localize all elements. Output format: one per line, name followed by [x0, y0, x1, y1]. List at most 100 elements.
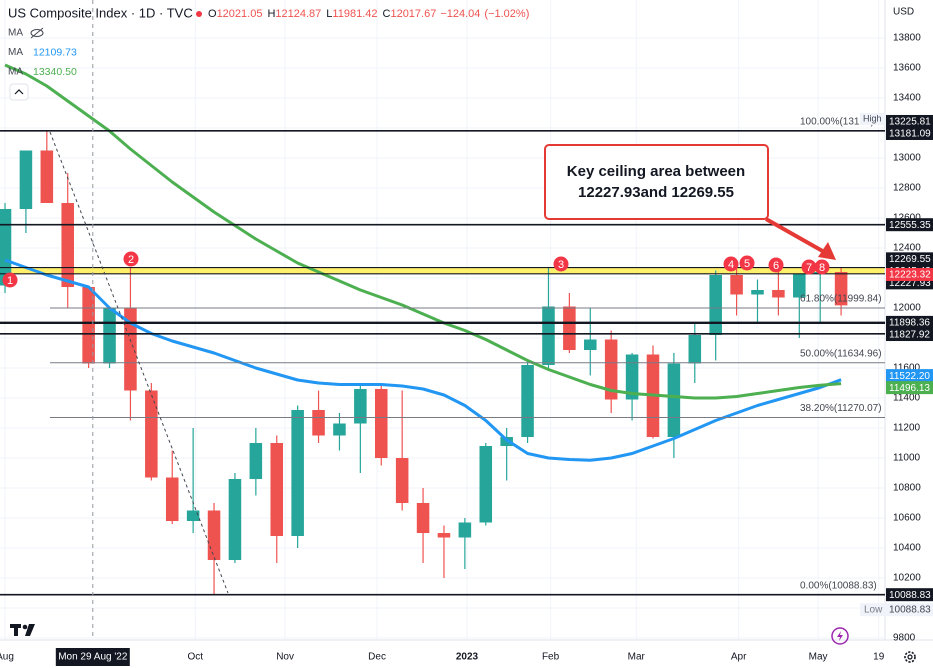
ohlc-value: 12021.05 — [217, 8, 263, 20]
ma-name: MA — [8, 28, 23, 39]
ceiling-band — [0, 267, 885, 274]
settings-icon[interactable] — [904, 651, 916, 663]
moving-average-line — [4, 258, 842, 462]
tv-logo — [10, 624, 35, 636]
candle-body — [437, 533, 451, 538]
marker-circle — [123, 251, 139, 267]
marker-circle — [739, 255, 755, 271]
price-badge — [886, 126, 933, 140]
marker-circle — [723, 256, 739, 272]
candle-body — [291, 410, 304, 537]
marker-label: 6 — [773, 260, 779, 272]
callout-arrowhead — [818, 242, 836, 260]
ohlc-key: C — [383, 8, 391, 20]
y-tick-label: 11400 — [893, 393, 921, 404]
candle-body — [834, 271, 848, 306]
ohlc-legend: O12021.05 H12124.87 L11981.42 C12017.67 −124… — [208, 8, 529, 20]
candle-body — [0, 208, 12, 286]
candle-body — [709, 274, 722, 336]
candle-body — [479, 446, 493, 523]
candle-body — [333, 423, 346, 436]
y-tick-label: 9800 — [893, 633, 916, 644]
high-label: High — [863, 113, 882, 123]
currency: USD — [893, 7, 914, 18]
x-tick-label: Apr — [731, 652, 747, 663]
y-tick-label: 13000 — [893, 153, 921, 164]
candle-body — [312, 410, 325, 436]
candle-body — [772, 289, 785, 298]
crosshair-date: Mon 29 Aug '22 — [58, 652, 128, 663]
candle-body — [270, 443, 284, 537]
marker-circle — [2, 272, 18, 288]
gear-teeth — [904, 651, 916, 663]
x-tick-label: Aug — [0, 652, 14, 663]
candle-body — [730, 274, 743, 295]
logo-part — [14, 624, 18, 636]
ohlc-value: 12124.87 — [275, 8, 321, 20]
marker-label: 5 — [744, 258, 750, 270]
price-badge-label: 11496.13 — [889, 383, 930, 394]
candle-body — [165, 477, 179, 522]
ohlc-value: 11981.42 — [332, 8, 377, 20]
price-badge-label: 13181.09 — [889, 129, 931, 140]
fib-label: 38.20%(11270.07) — [800, 403, 882, 414]
low-label: Low — [864, 604, 883, 615]
ohlc-key: O — [208, 8, 217, 20]
ma-value: 12109.73 — [33, 46, 77, 58]
candle-body — [584, 339, 597, 351]
price-badge-label: 11898.36 — [889, 318, 930, 329]
marker-label: 4 — [728, 259, 734, 271]
marker-label: 7 — [806, 262, 812, 274]
logo-part — [22, 624, 28, 630]
candle-body — [228, 479, 242, 561]
marker-circle — [553, 256, 569, 272]
fib-trend-line — [49, 131, 229, 594]
lightning-icon[interactable] — [831, 627, 849, 645]
candle-body — [625, 354, 639, 400]
hidden-eye-slash — [30, 27, 44, 39]
marker-circle — [768, 257, 784, 273]
collapse-button[interactable] — [9, 83, 29, 101]
price-badge-label: 10088.83 — [889, 590, 931, 601]
candle-body — [542, 306, 555, 366]
price-badge — [886, 369, 933, 383]
callout-box — [544, 144, 769, 220]
price-badge-label: 11827.92 — [889, 330, 930, 341]
y-tick-label: 11000 — [893, 453, 921, 464]
button-chevron — [14, 89, 24, 95]
marker-label: 3 — [558, 259, 564, 271]
candle-body — [604, 339, 618, 400]
candle-body — [395, 458, 409, 504]
y-tick-label: 11200 — [893, 423, 921, 434]
price-badge — [886, 381, 933, 395]
ma-name: MA — [8, 67, 23, 78]
x-tick-label: Nov — [276, 652, 294, 663]
candle-body — [40, 150, 54, 203]
y-tick-label: 10600 — [893, 513, 921, 524]
high-badge — [860, 113, 885, 125]
candle-body — [103, 307, 116, 364]
candle-body — [19, 150, 33, 209]
button-frame — [9, 83, 29, 101]
fib-label: 61.80%(11999.84) — [800, 294, 882, 305]
low-value: 10088.83 — [889, 604, 931, 615]
price-badge — [886, 268, 933, 282]
fib-label: 50.00%(11634.96) — [800, 348, 882, 359]
x-tick-label: Oct — [187, 652, 203, 663]
x-tick-label: 19 — [873, 652, 885, 663]
gear-center — [907, 654, 913, 660]
y-tick-label: 12600 — [893, 213, 921, 224]
fib-label: 100.00%(13181) — [800, 116, 874, 127]
ma-name: MA — [8, 47, 23, 58]
fib-label: 0.00%(10088.83) — [800, 580, 877, 591]
candle-body — [82, 286, 95, 364]
logo-part — [25, 624, 35, 636]
y-tick-label: 12000 — [893, 303, 921, 314]
price-badge-label: 12555.35 — [889, 220, 931, 231]
candle-body — [207, 510, 221, 561]
candle-body — [458, 522, 472, 538]
candle-body — [751, 289, 764, 295]
price-badge-label: 13225.81 — [889, 117, 931, 128]
ohlc-value: 12017.67 — [390, 8, 436, 20]
